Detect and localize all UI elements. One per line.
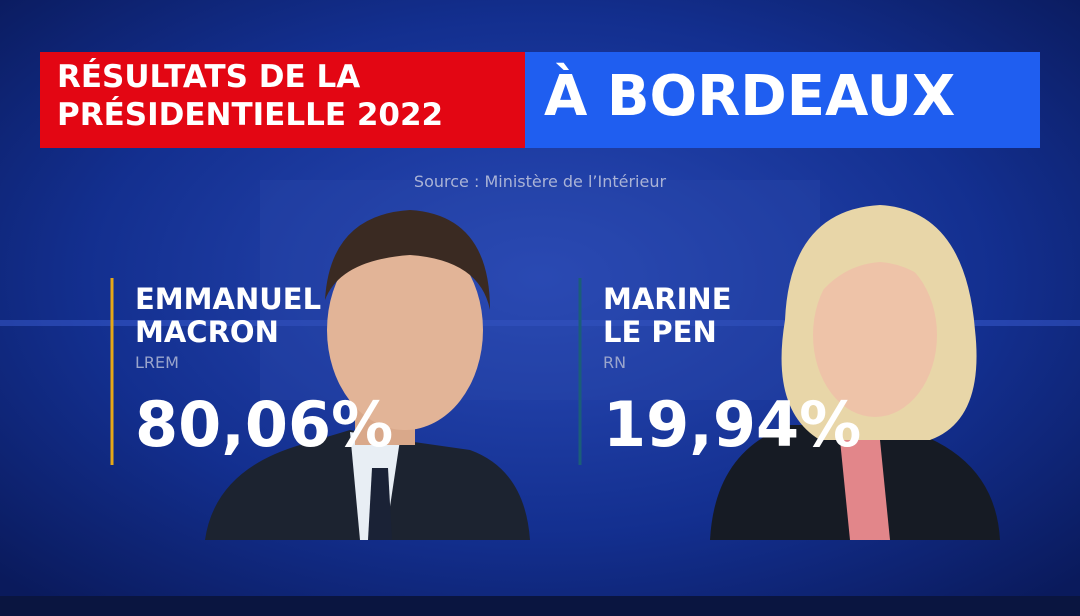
candidate-name: MARINE: [603, 282, 732, 316]
title-line: RÉSULTATS DE LA: [57, 59, 361, 95]
result: 80,06%: [135, 388, 394, 461]
candidate-name: EMMANUEL: [135, 282, 322, 316]
party: RN: [603, 353, 627, 372]
location: À BORDEAUX: [544, 64, 956, 129]
source: Source : Ministère de l’Intérieur: [413, 172, 667, 191]
portrait: [205, 210, 530, 540]
location-box: [525, 52, 1040, 148]
result: 19,94%: [603, 388, 862, 461]
party: LREM: [135, 353, 179, 372]
candidate-name: MACRON: [135, 315, 279, 349]
candidate-name: LE PEN: [603, 315, 717, 349]
portrait: [710, 205, 1000, 540]
title-line: PRÉSIDENTIELLE 2022: [57, 97, 444, 133]
title-box: [40, 52, 525, 148]
